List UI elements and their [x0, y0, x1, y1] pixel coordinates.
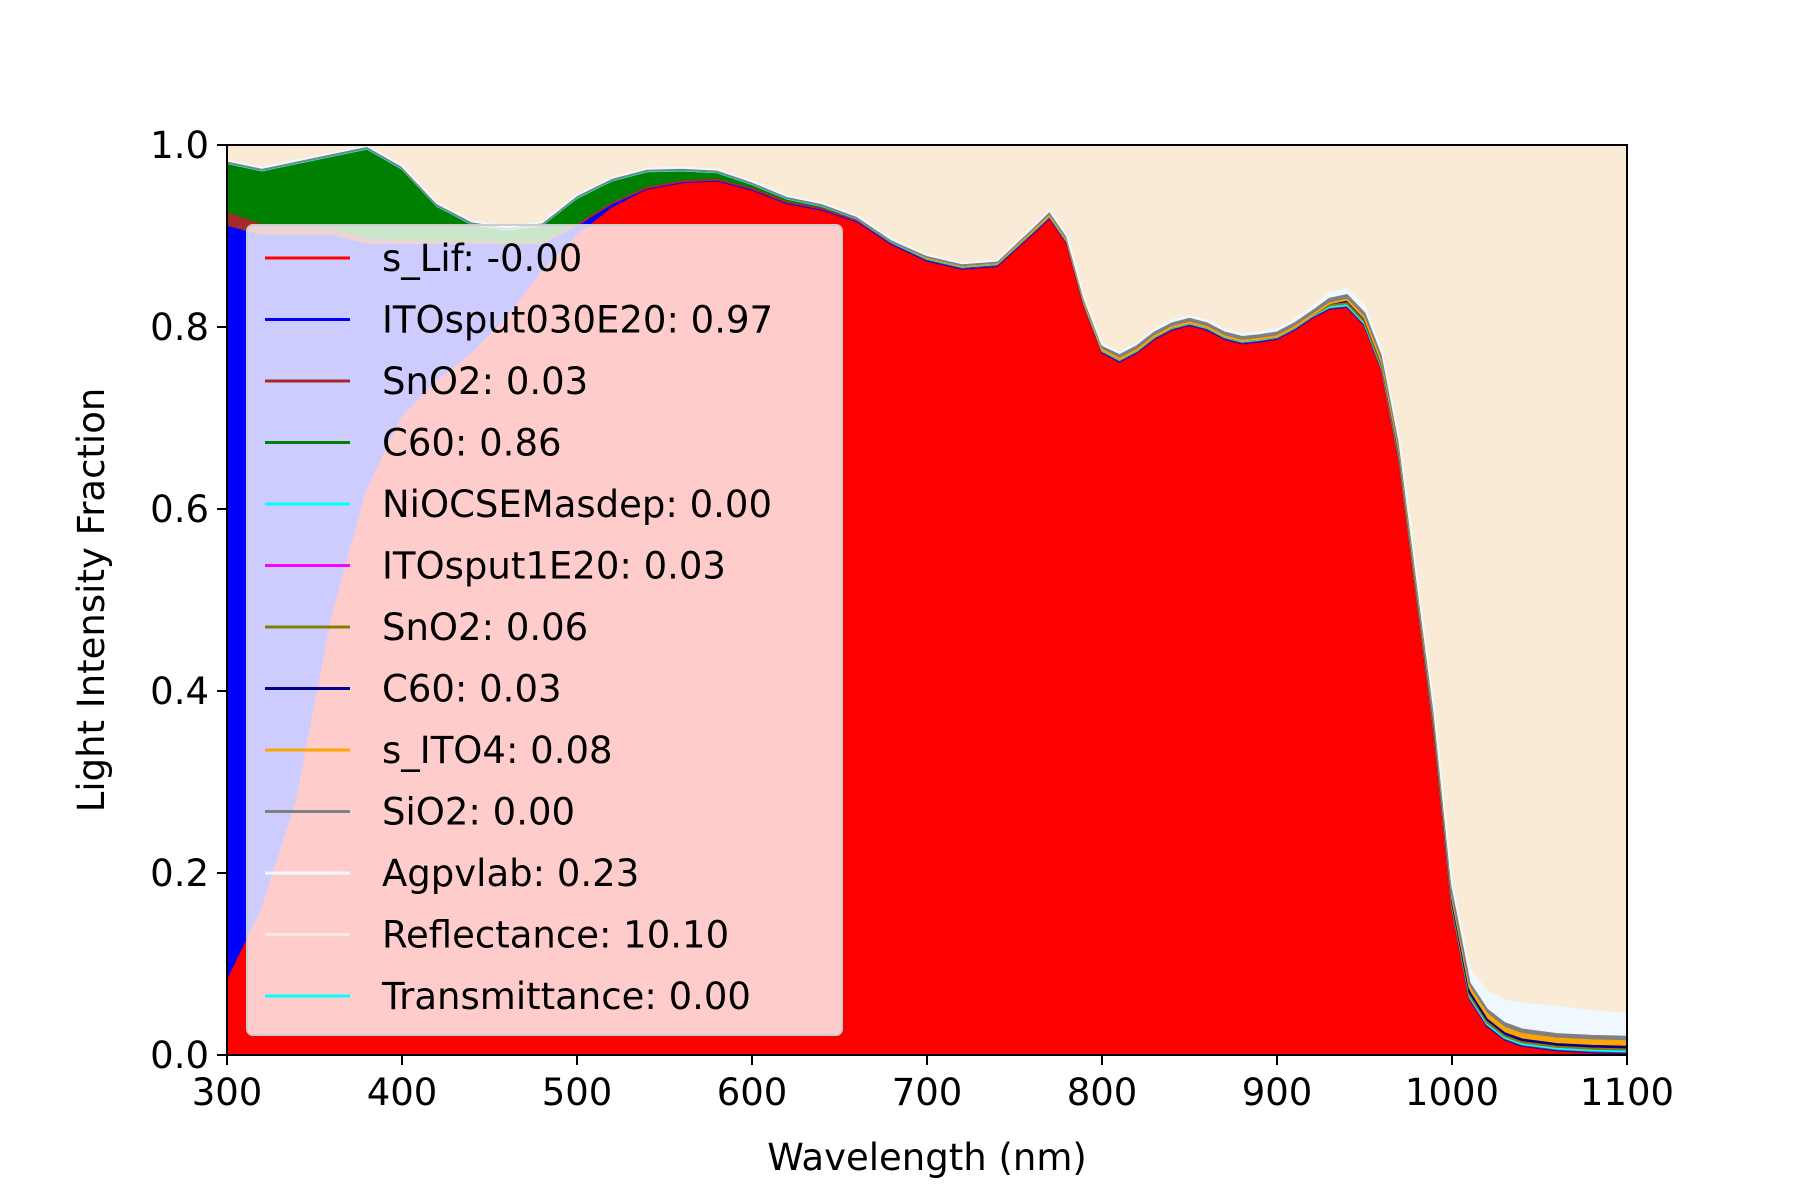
- legend-label-itosput1e20-5: ITOsput1E20: 0.03: [382, 545, 726, 588]
- x-axis-title: Wavelength (nm): [767, 1136, 1087, 1179]
- y-tick-label: 0.0: [150, 1034, 209, 1077]
- legend-label-itosput030e20-1: ITOsput030E20: 0.97: [382, 299, 773, 342]
- legend-label-transmittance-12: Transmittance: 0.00: [381, 975, 751, 1018]
- legend-label-sio2-9: SiO2: 0.00: [382, 791, 575, 834]
- legend-label-niocsemasdep-4: NiOCSEMasdep: 0.00: [382, 483, 772, 526]
- legend-label-sno2-6: SnO2: 0.06: [382, 606, 588, 649]
- x-tick-label: 800: [1067, 1071, 1138, 1114]
- y-axis: 0.0 0.2 0.4 0.6 0.8 1.0: [150, 124, 227, 1077]
- legend: s_Lif: -0.00 ITOsput030E20: 0.97 SnO2: 0.0…: [246, 224, 843, 1036]
- x-axis: 300 400 500 600 700 800 900 1000 1100: [192, 1055, 1674, 1114]
- legend-label-sno2-2: SnO2: 0.03: [382, 360, 588, 403]
- x-tick-label: 700: [892, 1071, 963, 1114]
- y-tick-label: 0.4: [150, 670, 209, 713]
- x-tick-label: 400: [367, 1071, 438, 1114]
- legend-box: [246, 224, 843, 1036]
- y-axis-title: Light Intensity Fraction: [70, 388, 113, 813]
- y-tick-label: 0.6: [150, 488, 209, 531]
- x-tick-label: 900: [1242, 1071, 1313, 1114]
- legend-label-c60-7: C60: 0.03: [382, 668, 562, 711]
- legend-label-c60-3: C60: 0.86: [382, 422, 562, 465]
- legend-label-s_ito4-8: s_ITO4: 0.08: [382, 729, 613, 772]
- legend-label-s_lif-0: s_Lif: -0.00: [382, 237, 582, 280]
- legend-label-agpvlab-10: Agpvlab: 0.23: [382, 852, 639, 895]
- y-tick-label: 1.0: [150, 124, 209, 167]
- x-tick-label: 500: [542, 1071, 613, 1114]
- x-tick-label: 300: [192, 1071, 263, 1114]
- x-tick-label: 1000: [1405, 1071, 1499, 1114]
- x-tick-label: 600: [717, 1071, 788, 1114]
- legend-label-reflectance-11: Reflectance: 10.10: [382, 914, 729, 957]
- x-tick-label: 1100: [1580, 1071, 1674, 1114]
- y-tick-label: 0.2: [150, 852, 209, 895]
- y-tick-label: 0.8: [150, 306, 209, 349]
- line-agpvlab-10: [226, 144, 1628, 1015]
- area-reflectance-11: [227, 145, 1627, 1014]
